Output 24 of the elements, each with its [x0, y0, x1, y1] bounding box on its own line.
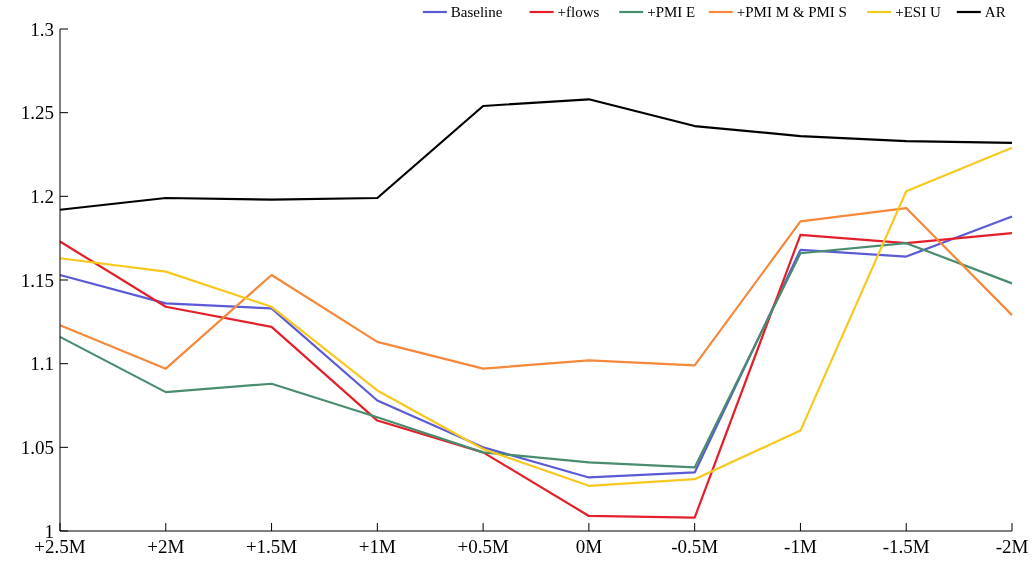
legend-label: +PMI E — [647, 4, 696, 21]
legend-label: +PMI M & PMI S — [736, 4, 847, 21]
x-tick-label: -0.5M — [671, 536, 719, 557]
y-tick-label: 1.25 — [20, 102, 54, 124]
x-tick-label: 0M — [575, 536, 603, 557]
x-tick-label: +2M — [147, 536, 185, 557]
line-series — [58, 146, 1014, 487]
legend-label: AR — [984, 4, 1006, 21]
line-series — [58, 206, 1014, 370]
y-tick-label: 1.1 — [30, 353, 54, 375]
y-tick-label: 1.3 — [30, 18, 54, 40]
line-series — [58, 232, 1014, 519]
x-tick-label: -2M — [995, 536, 1029, 557]
x-tick-label: +1.5M — [245, 536, 298, 557]
legend-label: +ESI U — [895, 4, 941, 21]
x-tick-label: +1M — [358, 536, 396, 557]
y-tick-label: 1.2 — [30, 185, 54, 207]
x-tick-label: -1.5M — [882, 536, 930, 557]
x-tick-label: -1M — [784, 536, 817, 557]
y-tick-label: 1.15 — [20, 269, 54, 291]
legend-label: +flows — [557, 4, 600, 21]
legend-label: Baseline — [450, 4, 503, 21]
x-tick-label: +0.5M — [457, 536, 509, 557]
y-tick-label: 1.05 — [20, 436, 54, 458]
